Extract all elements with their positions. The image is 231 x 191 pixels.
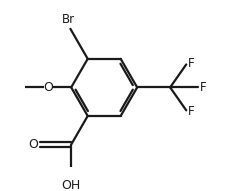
Text: O: O [28,138,38,151]
Text: O: O [44,81,53,94]
Text: Br: Br [62,13,75,26]
Text: F: F [188,57,194,70]
Text: F: F [188,105,194,118]
Text: F: F [200,81,207,94]
Text: OH: OH [62,179,81,191]
